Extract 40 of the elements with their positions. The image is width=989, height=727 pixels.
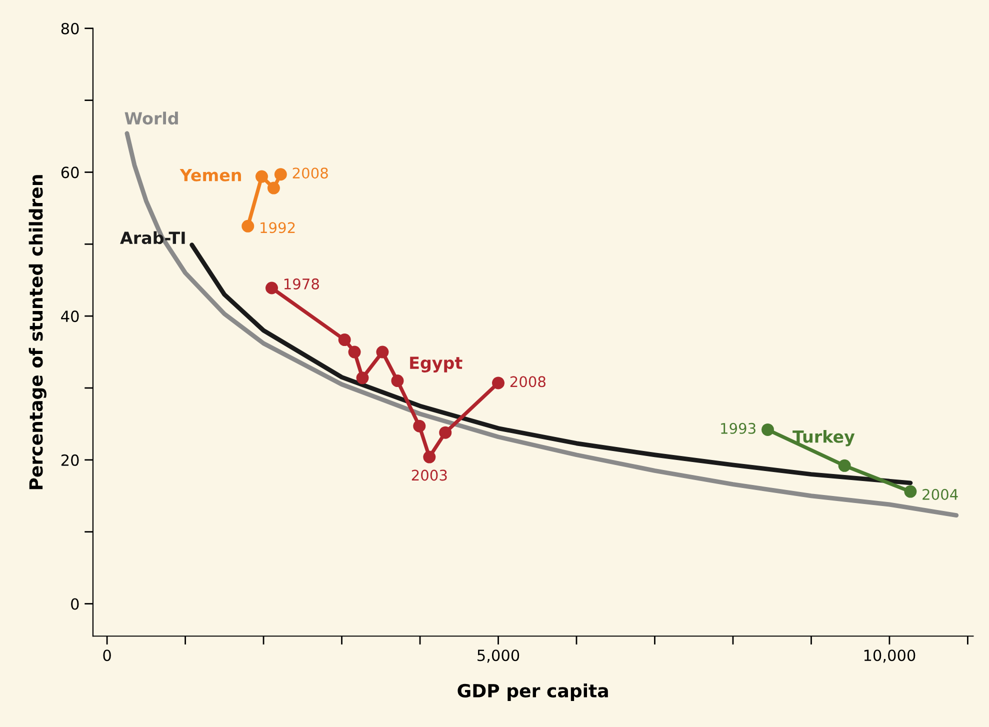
x-tick-label: 10,000 xyxy=(864,650,916,663)
point xyxy=(492,376,505,390)
point xyxy=(838,459,851,472)
point xyxy=(904,485,917,498)
point xyxy=(338,334,351,346)
point xyxy=(265,282,278,294)
y-tick-label: 80 xyxy=(61,22,79,34)
point xyxy=(356,372,369,384)
annotation: 2008 xyxy=(510,376,546,388)
point xyxy=(423,450,436,464)
y-tick-label: 0 xyxy=(71,598,79,610)
point xyxy=(376,346,389,358)
annotation: 2003 xyxy=(412,470,447,481)
point xyxy=(413,420,426,432)
y-tick-label: 40 xyxy=(61,310,79,322)
annotation: 1992 xyxy=(260,222,295,234)
line-series xyxy=(190,242,913,486)
y-tick-label: 20 xyxy=(61,454,79,466)
point xyxy=(255,170,268,183)
annotation: 2008 xyxy=(292,168,328,179)
point xyxy=(391,374,404,388)
annotation: 1993 xyxy=(721,422,756,434)
series-label: Turkey xyxy=(792,430,855,446)
series-label: World xyxy=(124,112,178,125)
point xyxy=(439,426,452,439)
annotation: 2004 xyxy=(922,488,958,500)
series-label: Arab-TI xyxy=(120,231,185,244)
x-tick-label: 0 xyxy=(103,650,111,662)
point xyxy=(267,182,280,194)
series-label: Yemen xyxy=(180,168,241,182)
point xyxy=(274,168,287,181)
point xyxy=(348,346,361,358)
y-tick-label: 60 xyxy=(61,166,79,178)
series-label: Egypt xyxy=(410,356,462,372)
point xyxy=(242,220,254,232)
x-tick-label: 5,000 xyxy=(478,650,520,663)
x-axis-title: GDP per capita xyxy=(458,684,608,702)
point xyxy=(761,423,774,436)
y-axis-title: Percentage of stunted children xyxy=(28,175,46,490)
annotation: 1978 xyxy=(284,278,319,290)
